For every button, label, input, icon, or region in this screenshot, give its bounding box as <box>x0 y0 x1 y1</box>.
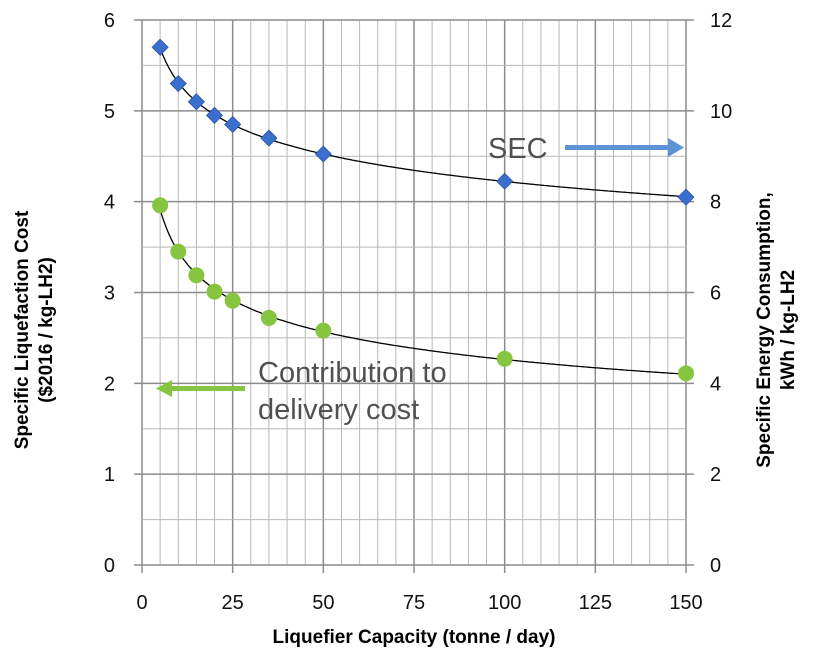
y-right-tick-label: 10 <box>710 101 732 123</box>
y-left-tick-label: 5 <box>104 101 115 123</box>
circle-point <box>260 309 277 326</box>
diamond-point <box>169 75 187 93</box>
y-right-title-line2: kWh / kg-LH2 <box>778 270 799 390</box>
y-right-tick-label: 12 <box>710 10 732 32</box>
diamond-point <box>205 106 224 124</box>
y-left-tick-label: 3 <box>104 283 115 305</box>
y-right-title-line1: Specific Energy Consumption, <box>754 192 775 468</box>
cost-annotation-line1: Contribution to <box>258 357 447 389</box>
circle-point <box>315 322 332 339</box>
trendline-circle <box>159 209 687 375</box>
circle-point <box>206 283 223 300</box>
y-left-tick-label: 1 <box>104 464 115 486</box>
x-axis-title: Liquefier Capacity (tonne / day) <box>273 627 556 648</box>
circle-point <box>152 197 169 214</box>
x-tick-label: 150 <box>669 592 702 614</box>
diamond-point <box>496 172 514 190</box>
diamond-point <box>224 115 242 134</box>
y-right-tick-label: 4 <box>710 373 721 395</box>
cost-arrow-icon <box>156 380 245 397</box>
sec-arrow-icon <box>565 138 684 157</box>
diamond-point <box>677 188 695 206</box>
x-tick-label: 75 <box>403 592 425 614</box>
diamond-point <box>260 129 278 147</box>
x-tick-label: 50 <box>312 592 334 614</box>
data-points <box>151 38 695 382</box>
circle-point <box>678 365 694 382</box>
y-right-tick-label: 8 <box>710 192 721 214</box>
circle-point <box>224 292 241 309</box>
cost-annotation-line2: delivery cost <box>258 394 419 426</box>
y-left-tick-label: 6 <box>104 10 115 32</box>
circle-point <box>170 243 187 260</box>
y-left-tick-label: 4 <box>104 192 115 214</box>
circle-point <box>188 267 205 284</box>
circle-point <box>496 350 513 367</box>
y-left-title-line2: ($2016 / kg-LH2) <box>36 257 57 403</box>
trendline-diamond <box>159 47 687 198</box>
y-right-tick-label: 0 <box>710 555 721 577</box>
x-tick-label: 0 <box>136 592 147 614</box>
y-left-title-line1: Specific Liquefaction Cost <box>12 210 33 449</box>
y-left-tick-label: 2 <box>104 373 115 395</box>
diamond-point <box>187 93 205 111</box>
x-tick-label: 25 <box>222 592 244 614</box>
y-right-tick-label: 6 <box>710 283 721 305</box>
x-tick-label: 125 <box>579 592 612 614</box>
grid <box>134 19 694 573</box>
x-tick-label: 100 <box>488 592 521 614</box>
diamond-point <box>151 38 169 56</box>
y-left-tick-label: 0 <box>104 555 115 577</box>
y-right-tick-label: 2 <box>710 464 721 486</box>
trendlines <box>159 47 687 375</box>
sec-annotation: SEC <box>488 133 548 165</box>
diamond-point <box>314 145 332 163</box>
